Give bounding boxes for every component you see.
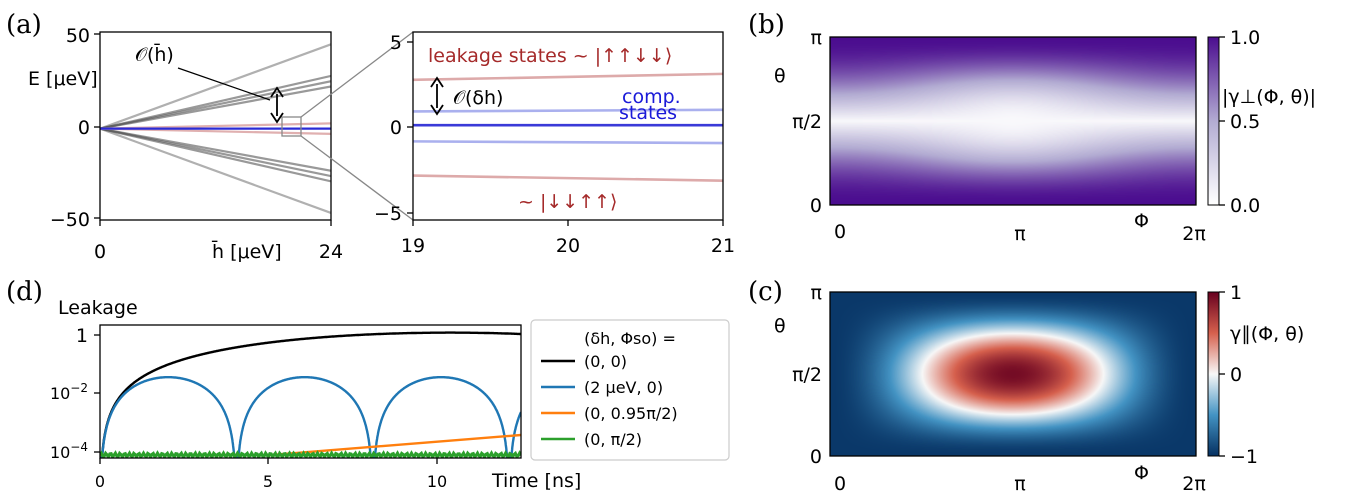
panel-a-inset: leakage states ~ |↑↑↓↓⟩ ~ |↓↓↑↑⟩ comp. s… [374,31,735,257]
b-xtick-label-2pi: 2π [1182,223,1206,245]
b-ytick-label-pi2: π/2 [792,111,822,133]
order-h-label: 𝒪(h̄) [135,42,174,66]
b-xlabel: Φ [1134,210,1149,232]
zoom-connector-top [300,31,414,118]
leakage-top-label: leakage states ~ |↑↑↓↓⟩ [428,45,672,67]
panel-b: 1.0 0.5 0.0 |γ⊥(Φ, θ)| π π/2 0 θ 0 π 2π … [774,27,1316,245]
a-series-line-4 [100,85,331,130]
inset-series-line-4 [413,174,723,182]
cb-b-label: |γ⊥(Φ, θ)| [1222,86,1316,108]
colorbar-b [1207,36,1220,206]
c-ytick-label-0: 0 [810,446,822,468]
d-series-line-2 [100,433,521,457]
d-series-line-3 [100,450,521,458]
comp-states-label-1: comp. [622,86,681,108]
heatmap-b [830,37,1196,205]
inset-series-line-3 [413,140,723,145]
in-xtick-label-21: 21 [711,235,735,257]
b-ytick-label-0: 0 [810,195,822,217]
c-ylabel: θ [774,315,786,337]
d-ytick-label-1: 1 [76,325,88,347]
a-series-line-0 [100,43,331,130]
heatmap-b-frame [829,36,1197,206]
c-xtick-label-pi: π [1014,473,1025,495]
c-ytick-label-pi: π [811,282,822,304]
panel-a: 𝒪(h̄) 50 0 −50 0 24 h̄ [μeV] E [μeV] [28,25,414,263]
legend-entry-0: (0, 0) [584,352,627,371]
legend-entry-2: (0, 0.95π/2) [584,404,678,423]
d-xtick-label-5: 5 [263,472,273,491]
legend-box [530,319,730,461]
a-ytick-label-50: 50 [66,25,90,47]
leakage-bottom-label: ~ |↓↓↑↑⟩ [518,191,617,213]
a-series-line-1 [100,127,331,215]
a-series-line-7 [100,127,331,183]
in-ytick-label-m5: −5 [374,203,402,225]
in-ytick-label-5: 5 [390,32,402,54]
a-ytick-label-m50: −50 [50,209,90,231]
b-ytick-label-pi: π [811,27,822,49]
legend-title: (δh, Φso) = [584,329,676,348]
panel-label-b: (b) [748,10,785,40]
b-ylabel: θ [774,65,786,87]
panel-label-c: (c) [748,277,783,307]
legend-entry-1: (2 μeV, 0) [584,378,663,397]
inset-series-line-0 [413,72,723,82]
d-xlabel: Time [ns] [491,470,581,492]
d-xtick-label-10: 10 [427,472,447,491]
a-xtick-label-0: 0 [94,241,106,263]
in-xtick-label-20: 20 [556,235,580,257]
c-ytick-label-pi2: π/2 [792,364,822,386]
cb-b-ticklabel-0: 0.0 [1230,195,1260,217]
order-h-arrowhead-top [270,86,284,98]
d-series-line-0 [100,331,521,458]
d-ytick-label-1e-2: 10−2 [50,381,88,403]
cb-c-ticklabel-m1: −1 [1230,446,1258,468]
panel-c: 1 0 −1 γ∥(Φ, θ) π π/2 0 θ 0 π 2π Φ [774,282,1304,495]
colorbar-c [1207,291,1220,457]
d-series-line-1 [100,376,521,458]
c-xlabel: Φ [1134,462,1149,484]
panel-d: Leakage 1 10−2 10−4 0 5 10 Time [ns] (δh… [50,297,730,492]
cb-b-ticklabel-1: 1.0 [1230,27,1260,49]
comp-states-label-2: states [619,102,677,124]
heatmap-c-frame [829,291,1197,457]
a-ytick-label-0: 0 [78,117,90,139]
order-dh-arrowhead-top [430,76,444,88]
a-xlabel: h̄ [μeV] [211,239,281,263]
c-xtick-label-0: 0 [834,473,846,495]
order-h-pointer [177,67,271,101]
b-xtick-label-0: 0 [834,221,846,243]
order-h-arrowhead-bottom [270,112,284,124]
order-dh-arrowhead-bottom [430,104,444,116]
d-ytick-label-1e-4: 10−4 [50,440,88,462]
panel-a-frame [99,31,332,221]
d-xtick-label-0: 0 [95,472,105,491]
panel-label-a: (a) [6,10,42,40]
legend-entry-3: (0, π/2) [584,430,642,449]
cb-c-label: γ∥(Φ, θ) [1230,323,1304,345]
heatmap-c [830,292,1196,456]
cb-b-ticklabel-05: 0.5 [1230,111,1260,133]
cb-c-ticklabel-1: 1 [1230,282,1242,304]
c-xtick-label-2pi: 2π [1182,473,1206,495]
inset-series-line-1 [413,108,723,113]
zoom-connector-bottom [300,135,414,221]
panel-label-d: (d) [6,277,43,307]
panel-d-frame [99,324,522,459]
in-ytick-label-0: 0 [390,117,402,139]
b-xtick-label-pi: π [1014,223,1025,245]
order-dh-label: 𝒪(δh) [453,87,503,109]
d-title: Leakage [58,297,138,319]
a-ylabel: E [μeV] [28,68,98,90]
cb-c-ticklabel-0: 0 [1230,364,1242,386]
in-xtick-label-19: 19 [401,235,425,257]
zoom-box [281,116,302,137]
a-xtick-label-24: 24 [319,241,343,263]
